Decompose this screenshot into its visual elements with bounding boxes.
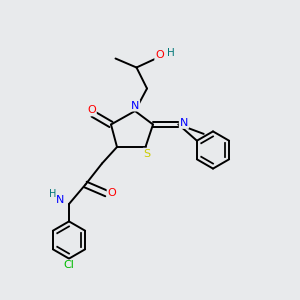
Text: H: H (49, 189, 56, 200)
Text: Cl: Cl (64, 260, 74, 270)
Text: S: S (143, 148, 151, 159)
Text: O: O (87, 105, 96, 116)
Text: N: N (131, 100, 139, 111)
Text: N: N (180, 118, 188, 128)
Text: O: O (155, 50, 164, 61)
Text: O: O (107, 188, 116, 199)
Text: N: N (56, 195, 64, 206)
Text: H: H (167, 48, 175, 58)
